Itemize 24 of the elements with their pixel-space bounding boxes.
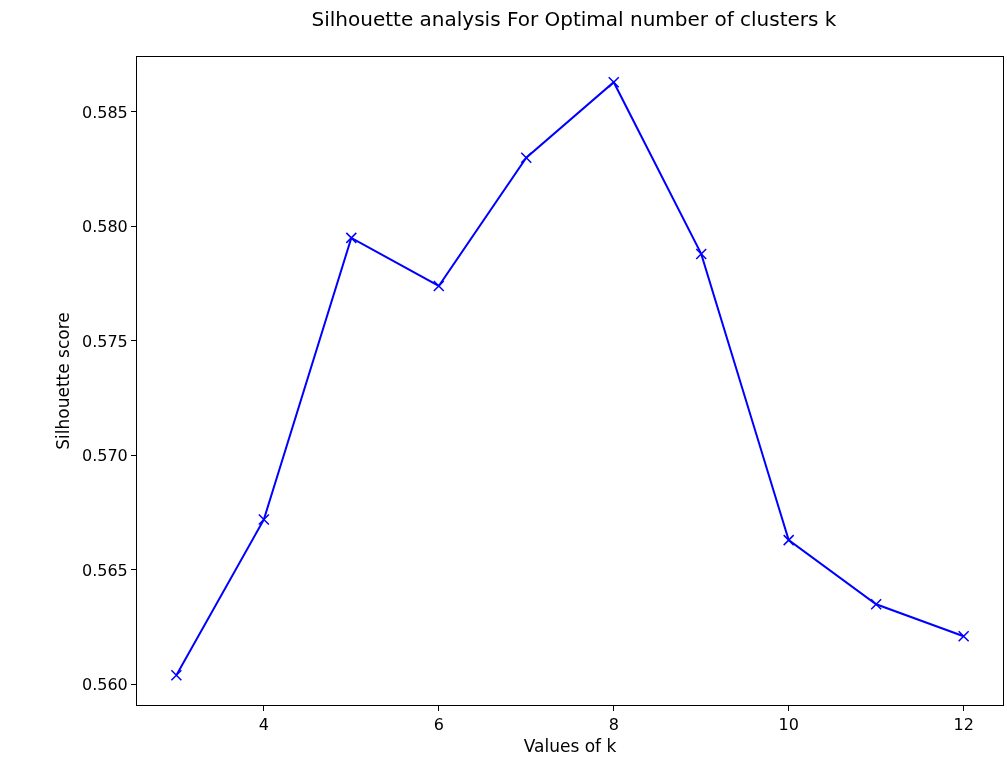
x-tick-label: 10 [778,715,799,735]
point [607,76,620,88]
point [345,232,358,244]
y-axis-title: Silhouette score [52,312,73,450]
point [782,534,795,546]
y-tick-label: 0.575 [81,331,128,351]
y-tick-label: 0.585 [81,102,128,122]
point [520,152,533,164]
point [870,598,882,610]
point [957,630,970,643]
point [170,669,183,681]
point [695,248,707,260]
y-tick-label: 0.580 [81,217,128,237]
x-tick-label: 12 [953,715,974,735]
y-tick-label: 0.560 [81,674,128,694]
y-tick-label: 0.565 [81,560,128,580]
y-tick-label: 0.570 [81,446,128,466]
chart-title: Silhouette analysis For Optimal number of clusters k [311,6,837,31]
x-axis-title: Values of k [523,735,617,756]
point [433,280,445,292]
x-tick-label: 8 [608,715,619,735]
point [258,513,270,526]
x-tick-label: 6 [433,715,444,735]
x-tick-label: 4 [258,715,269,735]
